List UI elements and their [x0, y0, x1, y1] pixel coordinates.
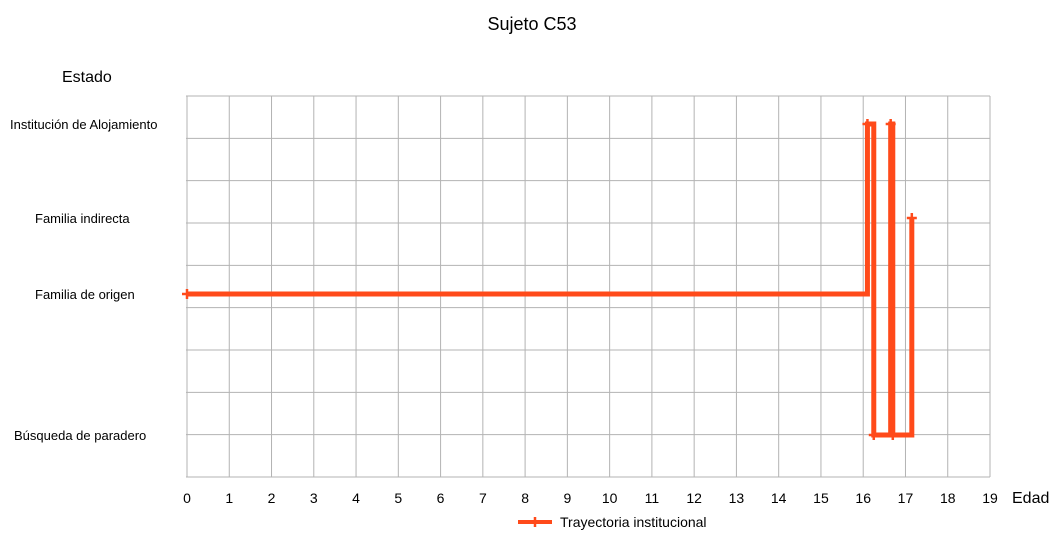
x-tick-label: 3	[310, 490, 318, 506]
chart-title: Sujeto C53	[487, 14, 576, 34]
x-tick-label: 6	[437, 490, 445, 506]
grid	[186, 95, 991, 478]
x-tick-label: 15	[813, 490, 829, 506]
data-point	[885, 119, 896, 129]
legend-marker	[530, 517, 540, 527]
series-line	[187, 121, 915, 438]
x-tick-label: 1	[225, 490, 233, 506]
x-tick-labels: 0 1 2 3 4 5 6 7 8 9 10 11 12 13 14 15 16 17 18 19	[183, 490, 998, 506]
x-tick-label: 2	[268, 490, 276, 506]
series-layer	[182, 119, 917, 440]
x-tick-label: 4	[352, 490, 360, 506]
x-tick-label: 5	[394, 490, 402, 506]
x-tick-label: 8	[521, 490, 529, 506]
x-tick-label: 19	[982, 490, 998, 506]
x-tick-label: 14	[771, 490, 787, 506]
x-tick-label: 17	[898, 490, 914, 506]
x-axis-label: Edad	[1012, 490, 1049, 507]
y-axis-label: Estado	[62, 69, 112, 86]
data-point	[906, 213, 917, 223]
data-point	[182, 289, 192, 299]
data-point	[887, 430, 898, 440]
data-point	[862, 119, 873, 129]
x-tick-label: 16	[855, 490, 871, 506]
x-tick-label: 13	[729, 490, 745, 506]
y-category-label: Familia indirecta	[35, 211, 130, 226]
x-tick-label: 11	[645, 490, 660, 506]
legend-label: Trayectoria institucional	[560, 514, 707, 530]
x-tick-label: 12	[686, 490, 702, 506]
x-tick-label: 18	[940, 490, 956, 506]
x-tick-label: 7	[479, 490, 487, 506]
y-category-label: Institución de Alojamiento	[10, 117, 157, 132]
y-category-labels: Búsqueda de paradero Familia de origen Fam…	[10, 117, 157, 443]
y-category-label: Búsqueda de paradero	[14, 428, 146, 443]
x-tick-label: 0	[183, 490, 191, 506]
x-tick-label: 9	[563, 490, 571, 506]
legend: Trayectoria institucional	[518, 514, 707, 530]
x-tick-label: 10	[602, 490, 618, 506]
data-point	[868, 430, 879, 440]
y-category-label: Familia de origen	[35, 287, 135, 302]
